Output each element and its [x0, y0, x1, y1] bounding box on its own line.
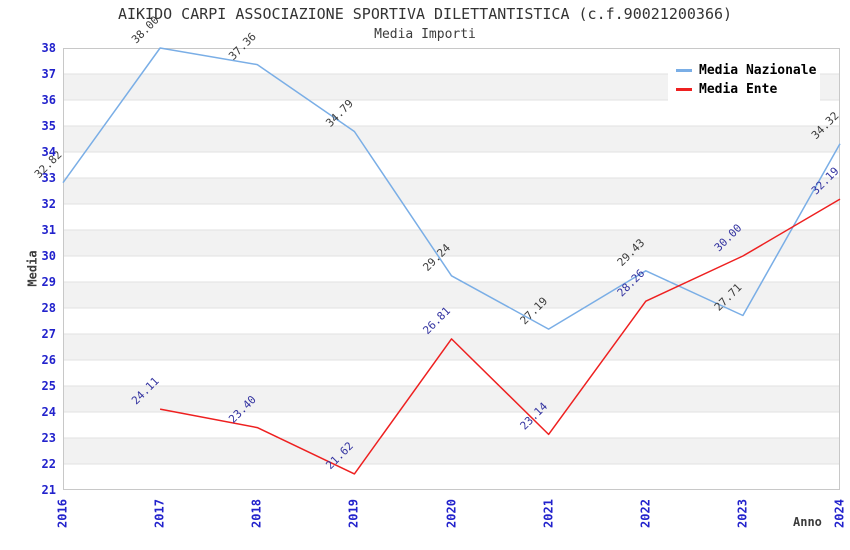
y-tick-label: 31 — [41, 223, 56, 237]
y-tick-label: 22 — [41, 457, 56, 471]
x-tick-label: 2018 — [249, 499, 264, 528]
y-tick-label: 24 — [41, 405, 56, 419]
x-tick-label: 2017 — [152, 499, 167, 528]
chart-subtitle: Media Importi — [374, 27, 476, 42]
x-tick-label: 2016 — [55, 499, 70, 528]
y-tick-label: 21 — [41, 483, 56, 497]
grid-band — [63, 178, 840, 204]
legend-swatch-media-ente — [676, 88, 692, 91]
y-tick-label: 34 — [41, 145, 56, 159]
legend-item-media-ente: Media Ente — [676, 80, 820, 99]
y-tick-label: 29 — [41, 275, 56, 289]
grid-band — [63, 386, 840, 412]
legend-label: Media Nazionale — [699, 63, 817, 78]
series-line-media-ente — [159, 198, 841, 475]
grid-band — [63, 438, 840, 464]
y-tick-label: 37 — [41, 67, 56, 81]
grid-band — [63, 126, 840, 152]
x-tick-label: 2019 — [346, 499, 361, 528]
series-line-media-nazionale — [62, 47, 841, 330]
y-tick-label: 30 — [41, 249, 56, 263]
x-tick-label: 2024 — [832, 499, 847, 528]
chart-title: AIKIDO CARPI ASSOCIAZIONE SPORTIVA DILET… — [117, 5, 733, 23]
x-tick-label: 2023 — [735, 499, 750, 528]
y-tick-label: 35 — [41, 119, 56, 133]
legend-swatch-media-nazionale — [676, 69, 692, 72]
plot-area: 32.82 38.00 37.36 34.79 29.24 27.19 29.43 27.71… — [32, 14, 842, 490]
grid-band — [63, 282, 840, 308]
y-tick-label: 33 — [41, 171, 56, 185]
x-tick-label: 2022 — [638, 499, 653, 528]
y-tick-label: 26 — [41, 353, 56, 367]
y-tick-label: 28 — [41, 301, 56, 315]
plot-canvas: 32.8238.0037.3634.7929.2427.1929.4327.71… — [32, 14, 842, 490]
y-tick-label: 27 — [41, 327, 56, 341]
y-tick-label: 38 — [41, 41, 56, 55]
y-axis-title: Media — [25, 250, 40, 287]
grid-band — [63, 230, 840, 256]
legend-item-media-nazionale: Media Nazionale — [676, 61, 820, 80]
x-axis-title: Anno — [793, 515, 822, 529]
x-tick-label: 2020 — [444, 499, 458, 528]
legend: Media Nazionale Media Ente — [668, 55, 820, 105]
x-tick-label: 2021 — [541, 499, 556, 528]
y-tick-label: 36 — [41, 93, 56, 107]
grid-band — [63, 334, 840, 360]
y-tick-label: 32 — [41, 197, 56, 211]
plot-background — [63, 48, 840, 490]
y-tick-label: 23 — [41, 431, 56, 445]
legend-label: Media Ente — [699, 82, 778, 97]
plot-border — [63, 48, 840, 490]
y-tick-label: 25 — [41, 379, 56, 393]
